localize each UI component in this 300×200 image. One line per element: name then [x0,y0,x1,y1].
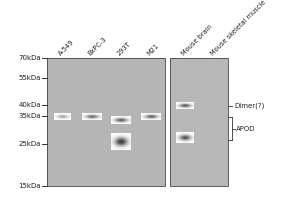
Bar [170,58,228,186]
Text: 55kDa: 55kDa [19,75,41,81]
Text: Mouse brain: Mouse brain [180,24,213,57]
Text: 15kDa: 15kDa [19,183,41,189]
Text: 35kDa: 35kDa [19,113,41,119]
Text: Dimer(?): Dimer(?) [234,102,264,109]
Text: APOD: APOD [236,126,256,132]
Text: Mouse skeletal muscle: Mouse skeletal muscle [209,0,267,57]
Text: 70kDa: 70kDa [18,55,41,61]
Text: 293T: 293T [116,41,132,57]
Text: 25kDa: 25kDa [19,141,41,147]
Bar [47,58,165,186]
Text: BxPC-3: BxPC-3 [87,36,108,57]
Text: 40kDa: 40kDa [19,102,41,108]
Bar [47,58,165,186]
Text: M21: M21 [146,43,160,57]
Bar [170,58,228,186]
Text: A-549: A-549 [58,39,75,57]
